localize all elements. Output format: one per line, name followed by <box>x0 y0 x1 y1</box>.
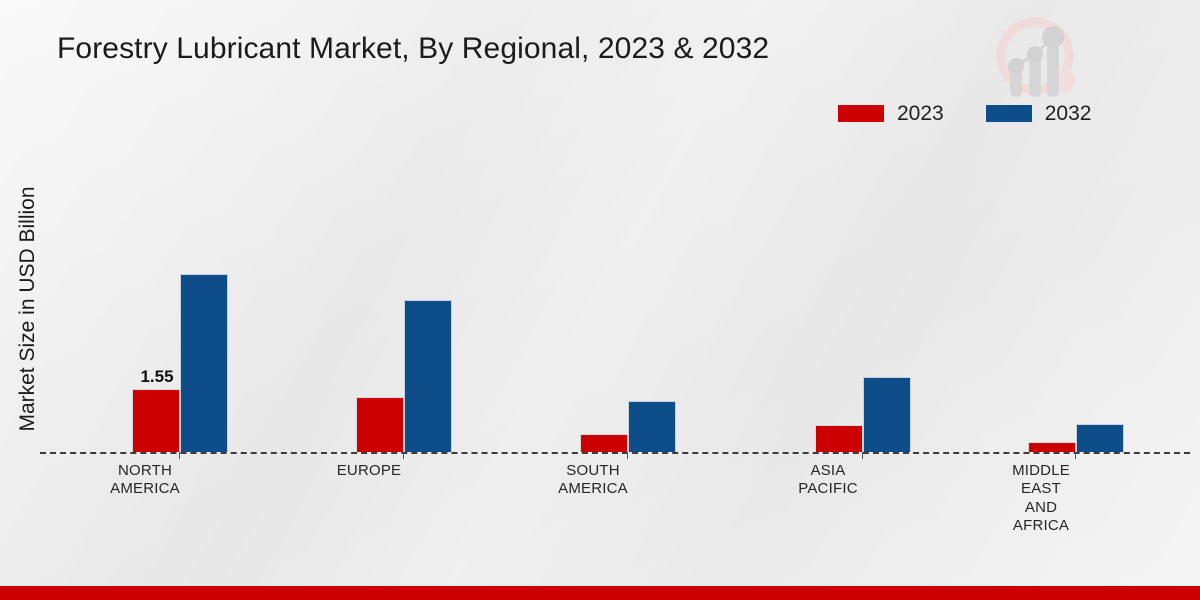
y-axis-title: Market Size in USD Billion <box>16 186 39 432</box>
bar-2032-europe[interactable] <box>404 300 452 452</box>
x-tick-asia-pacific <box>862 452 863 459</box>
x-label-asia-pacific: ASIA PACIFIC <box>762 462 894 499</box>
x-label-line: AMERICA <box>110 480 180 498</box>
bar-2023-asia-pacific[interactable] <box>815 425 863 452</box>
legend-item-2032[interactable]: 2032 <box>985 102 1092 125</box>
bar-2032-south-america[interactable] <box>628 401 676 452</box>
x-label-line: SOUTH <box>566 462 620 479</box>
x-label-middle-east-and-africa: MIDDLE EAST AND AFRICA <box>975 462 1107 535</box>
bar-group-middle-east-and-africa: MIDDLE EAST AND AFRICA <box>1006 150 1146 534</box>
bar-2032-middle-east-and-africa[interactable] <box>1076 424 1124 452</box>
bar-group-europe: EUROPE <box>334 150 474 479</box>
legend-swatch-blue-icon <box>985 105 1032 122</box>
bar-2023-north-america[interactable]: 1.55 <box>132 367 180 452</box>
bar-2023-south-america[interactable] <box>580 434 628 452</box>
x-label-line: AMERICA <box>558 480 628 498</box>
chart-legend: 2023 2032 <box>838 103 1091 124</box>
x-label-north-america: NORTH AMERICA <box>79 462 211 499</box>
legend-item-2023[interactable]: 2023 <box>838 103 944 124</box>
bar-value-label-north-america-2023: 1.55 <box>140 367 174 386</box>
plot-area: 1.55 NORTH AMERICA EUROPE SOUTH <box>40 150 1190 534</box>
x-label-line: ASIA <box>810 462 846 479</box>
bar-group-south-america: SOUTH AMERICA <box>558 150 698 497</box>
bar-2023-europe[interactable] <box>356 397 404 452</box>
chart-title: Forestry Lubricant Market, By Regional, … <box>57 32 770 65</box>
x-axis-baseline <box>40 452 1190 454</box>
x-label-line: EAST <box>1021 480 1061 498</box>
x-label-line: NORTH <box>117 462 173 479</box>
x-tick-north-america <box>179 452 180 459</box>
legend-label-2023: 2023 <box>897 102 944 125</box>
bar-2032-asia-pacific[interactable] <box>863 377 911 452</box>
market-research-logo-watermark-icon <box>985 12 1090 107</box>
x-label-line: EUROPE <box>336 462 402 479</box>
x-tick-europe <box>403 452 404 459</box>
x-label-line: AND <box>1024 498 1058 516</box>
x-tick-south-america <box>627 452 628 459</box>
legend-swatch-red-icon <box>838 105 884 122</box>
bottom-accent-strip <box>0 586 1200 600</box>
x-tick-middle-east-and-africa <box>1075 452 1076 459</box>
x-label-europe: EUROPE <box>303 462 435 480</box>
bar-2023-middle-east-and-africa[interactable] <box>1028 442 1076 452</box>
x-label-line: PACIFIC <box>798 480 858 498</box>
x-label-line: AFRICA <box>1012 516 1070 534</box>
legend-label-2032: 2032 <box>1044 102 1092 125</box>
bar-2032-north-america[interactable] <box>180 274 228 452</box>
bar-group-asia-pacific: ASIA PACIFIC <box>793 150 933 497</box>
x-label-south-america: SOUTH AMERICA <box>527 462 659 499</box>
x-label-line: MIDDLE <box>1012 462 1070 479</box>
bar-group-north-america: 1.55 NORTH AMERICA <box>110 150 250 497</box>
